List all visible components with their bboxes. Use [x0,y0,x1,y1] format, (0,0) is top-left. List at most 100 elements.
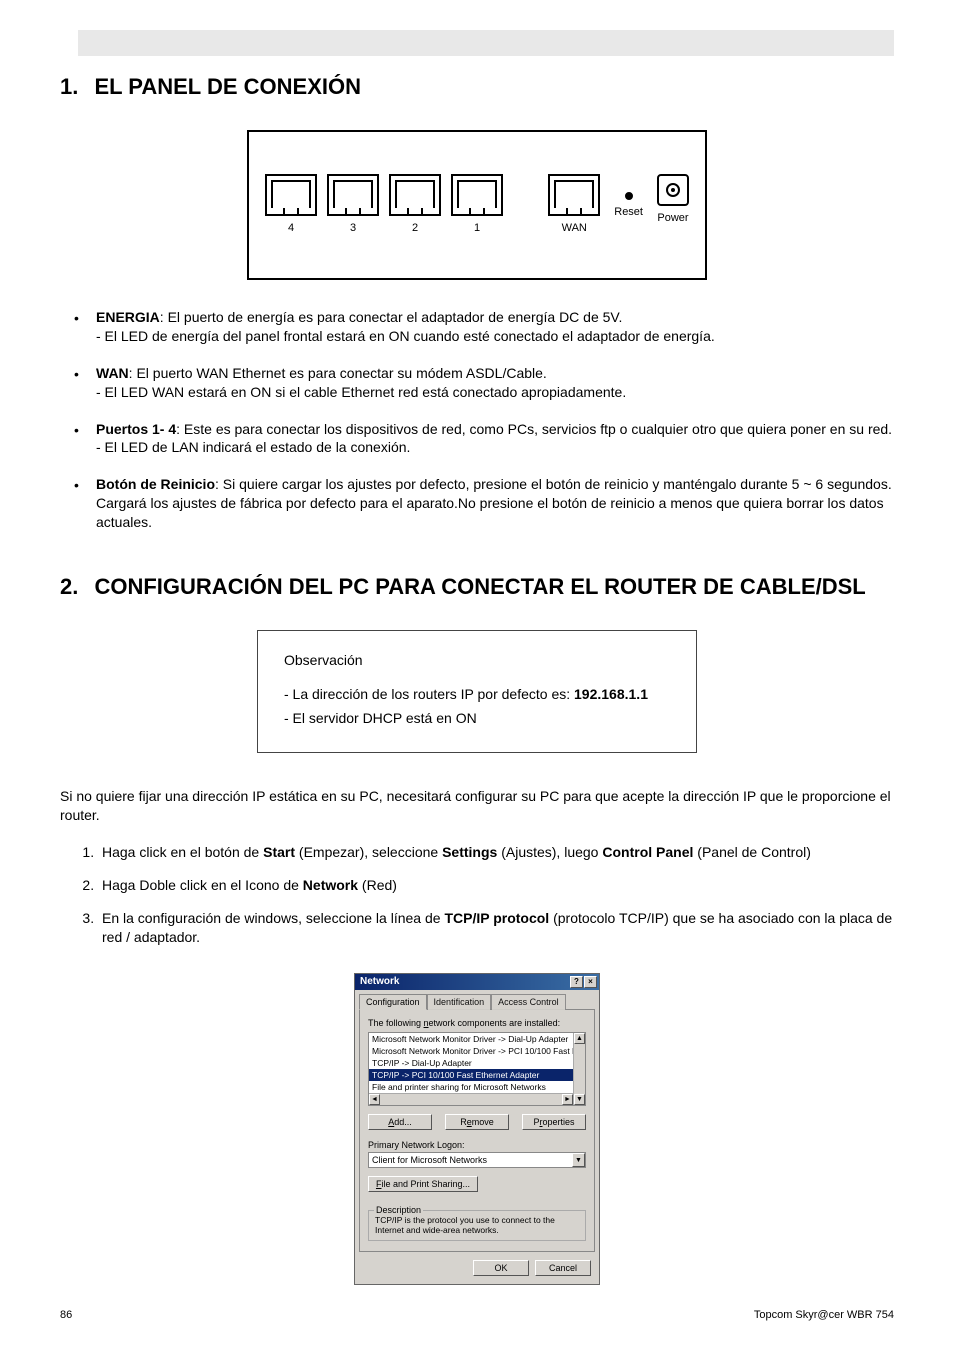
port-1: 1 [451,174,503,234]
ethernet-port-icon [265,174,317,216]
components-listbox[interactable]: Microsoft Network Monitor Driver -> Dial… [368,1032,586,1106]
steps-list: Haga click en el botón de Start (Empezar… [60,843,894,947]
list-item[interactable]: TCP/IP -> Dial-Up Adapter [369,1057,585,1069]
horizontal-scrollbar[interactable]: ◄ ► [369,1093,573,1105]
bullet-sub: - El LED de LAN indicará el estado de la… [96,439,410,455]
step-bold: TCP/IP protocol [444,910,549,926]
scroll-up-icon[interactable]: ▲ [574,1033,585,1044]
scroll-down-icon[interactable]: ▼ [574,1094,585,1105]
tab-access-control[interactable]: Access Control [491,994,566,1010]
observ-line1-prefix: - La dirección de los routers IP por def… [284,686,574,702]
reset-dot-icon [625,192,633,200]
step-2: Haga Doble click en el Icono de Network … [98,876,894,895]
network-dialog: Network ? × Configuration Identification… [354,973,600,1285]
ok-button[interactable]: OK [473,1260,529,1276]
scroll-left-icon[interactable]: ◄ [369,1094,380,1105]
cancel-button[interactable]: Cancel [535,1260,591,1276]
dialog-titlebar: Network ? × [355,974,599,990]
vertical-scrollbar[interactable]: ▲ ▼ [573,1033,585,1105]
bullet-label: Botón de Reinicio [96,476,215,492]
section2-number: 2. [60,574,78,600]
add-rest: dd... [394,1117,412,1127]
step-3: En la configuración de windows, seleccio… [98,909,894,947]
tabs-row: Configuration Identification Access Cont… [355,990,599,1010]
power-jack: Power [657,174,689,224]
section1-title: 1. EL PANEL DE CONEXIÓN [60,74,894,100]
file-print-sharing-button[interactable]: File and Print Sharing... [368,1176,478,1192]
add-button[interactable]: Add... [368,1114,432,1130]
port-label: 4 [288,222,294,234]
bullet-energia: ENERGIA: El puerto de energía es para co… [60,308,894,346]
bullet-label: WAN [96,365,129,381]
body-paragraph: Si no quiere fijar una dirección IP está… [60,787,894,825]
feature-bullets: ENERGIA: El puerto de energía es para co… [60,308,894,532]
step-1: Haga click en el botón de Start (Empezar… [98,843,894,862]
port-3: 3 [327,174,379,234]
dialog-title: Network [360,976,399,987]
bullet-text: : Este es para conectar los dispositivos… [176,421,892,437]
bullet-text: : El puerto WAN Ethernet es para conecta… [129,365,547,381]
description-title: Description [374,1205,423,1215]
port-label: 2 [412,222,418,234]
label-prefix: The following [368,1018,424,1028]
primary-logon-dropdown[interactable]: Client for Microsoft Networks ▼ [368,1152,586,1168]
observation-heading: Observación [284,649,670,673]
observation-line2: - El servidor DHCP está en ON [284,707,670,731]
help-button[interactable]: ? [570,976,583,988]
page-footer: 86 Topcom Skyr@cer WBR 754 [60,1309,894,1321]
product-name: Topcom Skyr@cer WBR 754 [754,1309,894,1321]
step-text: (Red) [358,877,397,893]
tab-identification[interactable]: Identification [427,994,492,1010]
step-bold: Start [263,844,295,860]
power-jack-icon [657,174,689,206]
step-text: (Empezar), seleccione [295,844,442,860]
properties-button[interactable]: Properties [522,1114,586,1130]
step-text: (Panel de Control) [693,844,811,860]
ethernet-port-icon [451,174,503,216]
dialog-footer: OK Cancel [355,1256,599,1284]
lan-port-group: 4 3 2 1 [265,174,503,234]
ethernet-port-icon [327,174,379,216]
remove-button[interactable]: Remove [445,1114,509,1130]
tab-configuration[interactable]: Configuration [359,994,427,1010]
tab-body: The following network components are ins… [359,1009,595,1252]
page-number: 86 [60,1309,72,1321]
port-2: 2 [389,174,441,234]
step-text: (Ajustes), luego [497,844,602,860]
window-buttons: ? × [570,976,597,988]
list-item[interactable]: File and printer sharing for Microsoft N… [369,1081,585,1093]
button-row: Add... Remove Properties [368,1114,586,1130]
port-label: 1 [474,222,480,234]
step-text: Haga Doble click en el Icono de [102,877,303,893]
bullet-sub: - El LED de energía del panel frontal es… [96,328,715,344]
bullet-wan: WAN: El puerto WAN Ethernet es para cone… [60,364,894,402]
dropdown-value: Client for Microsoft Networks [372,1155,487,1165]
reset-label: Reset [614,206,643,218]
reset-button: Reset [614,174,643,218]
scroll-right-icon[interactable]: ► [562,1094,573,1105]
observ-ip: 192.168.1.1 [574,686,648,702]
port-label: 3 [350,222,356,234]
list-item[interactable]: Microsoft Network Monitor Driver -> Dial… [369,1033,585,1045]
label-suffix: etwork components are installed: [429,1018,561,1028]
close-button[interactable]: × [584,976,597,988]
bullet-sub: - El LED WAN estará en ON si el cable Et… [96,384,626,400]
list-item-selected[interactable]: TCP/IP -> PCI 10/100 Fast Ethernet Adapt… [369,1069,585,1081]
bullet-text: : El puerto de energía es para conectar … [160,309,623,325]
observation-box: Observación - La dirección de los router… [257,630,697,753]
step-text: Haga click en el botón de [102,844,263,860]
list-item[interactable]: Microsoft Network Monitor Driver -> PCI … [369,1045,585,1057]
step-bold: Network [303,877,358,893]
wan-port: WAN [548,174,600,234]
section2-title: 2. CONFIGURACIÓN DEL PC PARA CONECTAR EL… [60,574,894,600]
chevron-down-icon[interactable]: ▼ [572,1153,585,1167]
section1-number: 1. [60,74,78,100]
ethernet-port-icon [389,174,441,216]
connection-panel-diagram: 4 3 2 1 WAN Reset [247,130,707,280]
observation-line1: - La dirección de los routers IP por def… [284,683,670,707]
power-label: Power [657,212,688,224]
step-bold: Control Panel [602,844,693,860]
bullet-label: Puertos 1- 4 [96,421,176,437]
bullet-reinicio: Botón de Reinicio: Si quiere cargar los … [60,475,894,532]
step-bold: Settings [442,844,497,860]
